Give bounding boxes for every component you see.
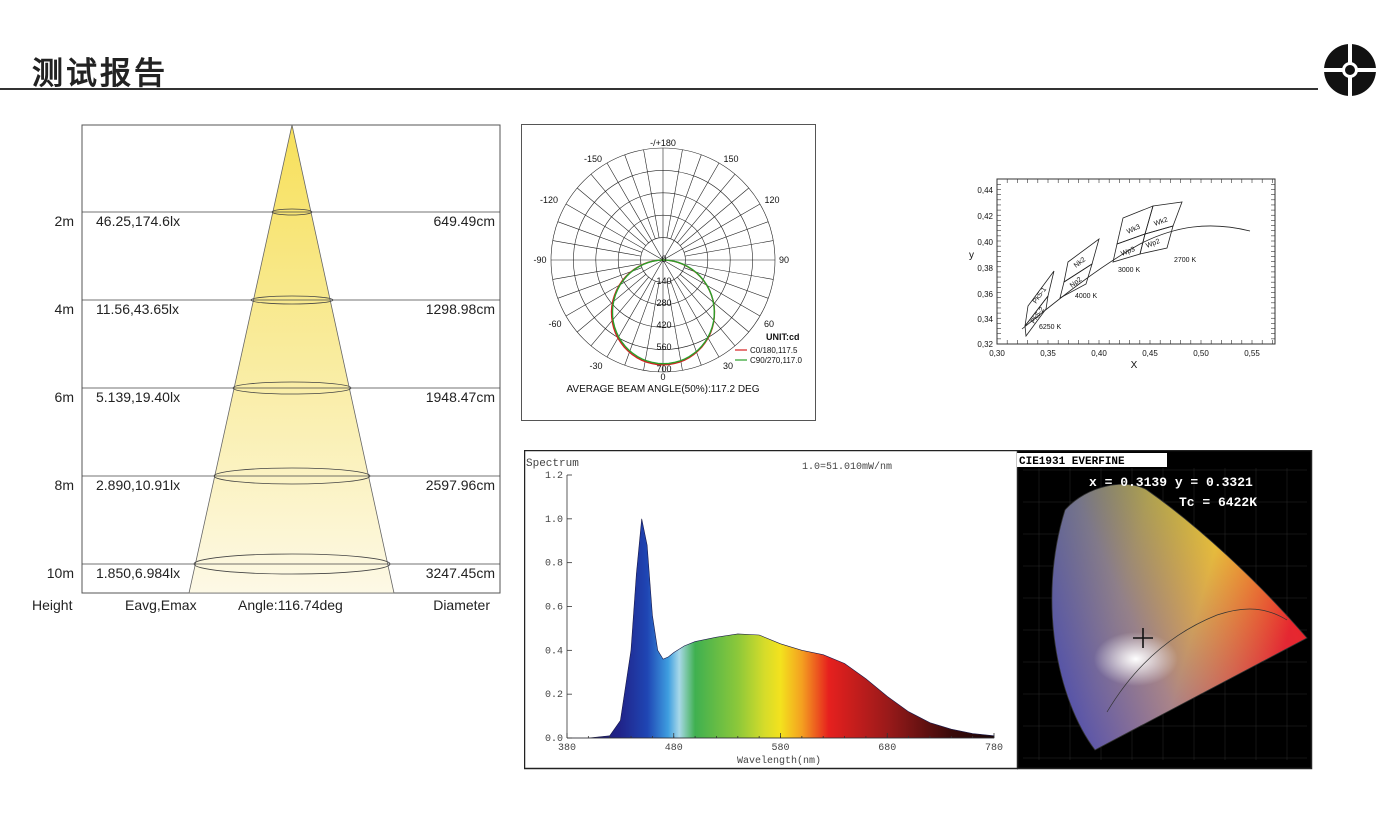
y-tick-label: 0,34 bbox=[977, 315, 993, 324]
x-axis-label: X bbox=[1131, 360, 1138, 371]
chromaticity-coords: x = 0.3139 y = 0.3321 bbox=[1089, 475, 1253, 490]
y-tick-label: 0,42 bbox=[977, 212, 993, 221]
height-label: 8m bbox=[55, 477, 74, 493]
polar-angle-label: 150 bbox=[723, 154, 738, 164]
measurement-crosshair bbox=[1133, 628, 1153, 648]
spectrum-title: Spectrum bbox=[526, 458, 579, 470]
legend-c0: C0/180,117.5 bbox=[750, 346, 798, 355]
height-label: 6m bbox=[55, 389, 74, 405]
diameter-value: 649.49cm bbox=[434, 213, 495, 229]
polar-angle-label: -150 bbox=[584, 154, 602, 164]
polar-angle-label: -120 bbox=[540, 195, 558, 205]
bin-label: Wp2 bbox=[1145, 238, 1161, 250]
bin-label: Wk2 bbox=[1153, 216, 1169, 227]
spectrum-x-tick: 480 bbox=[665, 743, 683, 754]
diameter-value: 3247.45cm bbox=[426, 565, 495, 581]
spectrum-x-tick: 380 bbox=[558, 743, 576, 754]
polar-angle-label: 0 bbox=[660, 372, 665, 382]
cie1931-title: CIE1931 EVERFINE bbox=[1019, 456, 1125, 468]
spectrum-line bbox=[567, 518, 995, 739]
spectrum-y-tick: 0.8 bbox=[545, 559, 563, 570]
cct-value: Tc = 6422K bbox=[1179, 495, 1257, 510]
lux-value: 2.890,10.91lx bbox=[96, 477, 180, 493]
brand-logo-icon bbox=[1324, 44, 1376, 96]
bin-np2 bbox=[1059, 263, 1093, 299]
spectrum-y-tick: 1.2 bbox=[545, 471, 563, 482]
polar-radial-label: 700 bbox=[656, 364, 671, 374]
polar-radial-label: 560 bbox=[656, 342, 671, 352]
title-divider bbox=[0, 88, 1318, 90]
y-tick-label: 0,36 bbox=[977, 290, 993, 299]
y-tick-label: 0,32 bbox=[977, 340, 993, 349]
cct-label: 3000 K bbox=[1118, 267, 1141, 274]
y-tick-label: 0,38 bbox=[977, 264, 993, 273]
polar-distribution-chart: -/+180 -150 150 -120 120 -90 90 -60 60 -… bbox=[521, 124, 816, 421]
bin-wp2 bbox=[1139, 225, 1174, 255]
diameter-header: Diameter bbox=[433, 597, 490, 613]
y-axis-label: y bbox=[969, 250, 974, 261]
cie1931-diagram: CIE1931 EVERFINE x = 0.3139 y = 0.3321 T… bbox=[1017, 450, 1313, 770]
c90-curve bbox=[611, 259, 716, 365]
polar-angle-label: -30 bbox=[589, 361, 602, 371]
polar-angle-label: 120 bbox=[764, 195, 779, 205]
height-label: 10m bbox=[47, 565, 74, 581]
lux-header: Eavg,Emax bbox=[125, 597, 197, 613]
spectrum-y-tick: 0.0 bbox=[545, 734, 563, 745]
x-tick-label: 0,50 bbox=[1193, 349, 1209, 358]
spectral-locus bbox=[1051, 483, 1308, 751]
spectrum-chart: Spectrum 1.0=51.010mW/nm Wavelength(nm) … bbox=[524, 450, 1018, 770]
spectrum-x-tick: 580 bbox=[771, 743, 789, 754]
page-title: 测试报告 bbox=[32, 56, 168, 92]
planckian-locus-1931 bbox=[1106, 608, 1288, 713]
polar-angle-label: -/+180 bbox=[650, 138, 676, 148]
spectrum-y-tick: 0.4 bbox=[545, 646, 563, 657]
y-tick-label: 0,40 bbox=[977, 238, 993, 247]
spectrum-x-tick: 680 bbox=[878, 743, 896, 754]
spectrum-note: 1.0=51.010mW/nm bbox=[802, 461, 892, 473]
polar-radial-label: 420 bbox=[656, 320, 671, 330]
polar-angle-label: 60 bbox=[764, 319, 774, 329]
height-label: 2m bbox=[55, 213, 74, 229]
lux-value: 46.25,174.6lx bbox=[96, 213, 180, 229]
diameter-value: 2597.96cm bbox=[426, 477, 495, 493]
bin-pk5-2 bbox=[1024, 295, 1049, 338]
polar-angle-label: -60 bbox=[548, 319, 561, 329]
cct-label: 2700 K bbox=[1174, 257, 1197, 264]
cie-xy-bin-chart: 0,30 0,35 0,40 0,45 0,50 0,55 0,32 0,34 … bbox=[969, 178, 1276, 371]
bin-label: Wp3 bbox=[1120, 246, 1136, 258]
polar-angle-label: 90 bbox=[779, 255, 789, 265]
polar-angle-label: 30 bbox=[723, 361, 733, 371]
polar-radial-label: 280 bbox=[656, 298, 671, 308]
polar-radial-label: 0 bbox=[661, 254, 666, 264]
polar-radial-label: 140 bbox=[656, 276, 671, 286]
unit-label: UNIT:cd bbox=[766, 332, 800, 342]
x-tick-label: 0,40 bbox=[1091, 349, 1107, 358]
beam-angle-caption: AVERAGE BEAM ANGLE(50%):117.2 DEG bbox=[566, 384, 759, 395]
x-tick-label: 0,35 bbox=[1040, 349, 1056, 358]
cct-label: 6250 K bbox=[1039, 324, 1062, 331]
height-label: 4m bbox=[55, 301, 74, 317]
x-tick-label: 0,30 bbox=[989, 349, 1005, 358]
polar-angle-label: -90 bbox=[533, 255, 546, 265]
beam-angle-diagram: 2m 46.25,174.6lx 649.49cm 4m 11.56,43.65… bbox=[32, 124, 501, 613]
spectrum-y-tick: 0.6 bbox=[545, 603, 563, 614]
lux-value: 11.56,43.65lx bbox=[96, 301, 179, 317]
spectrum-x-label: Wavelength(nm) bbox=[737, 755, 821, 767]
spectrum-y-tick: 1.0 bbox=[545, 515, 563, 526]
x-tick-label: 0,55 bbox=[1244, 349, 1260, 358]
x-tick-label: 0,45 bbox=[1142, 349, 1158, 358]
lux-value: 1.850,6.984lx bbox=[96, 565, 180, 581]
lux-value: 5.139,19.40lx bbox=[96, 389, 180, 405]
beam-angle-label: Angle:116.74deg bbox=[238, 597, 343, 613]
planckian-locus bbox=[1021, 225, 1251, 330]
spectrum-y-tick: 0.2 bbox=[545, 690, 563, 701]
diameter-value: 1298.98cm bbox=[426, 301, 495, 317]
y-tick-label: 0,44 bbox=[977, 186, 993, 195]
spectrum-x-tick: 780 bbox=[985, 743, 1003, 754]
diameter-value: 1948.47cm bbox=[426, 389, 495, 405]
legend-c90: C90/270,117.0 bbox=[750, 356, 802, 365]
height-header: Height bbox=[32, 597, 73, 613]
cct-label: 4000 K bbox=[1075, 293, 1098, 300]
